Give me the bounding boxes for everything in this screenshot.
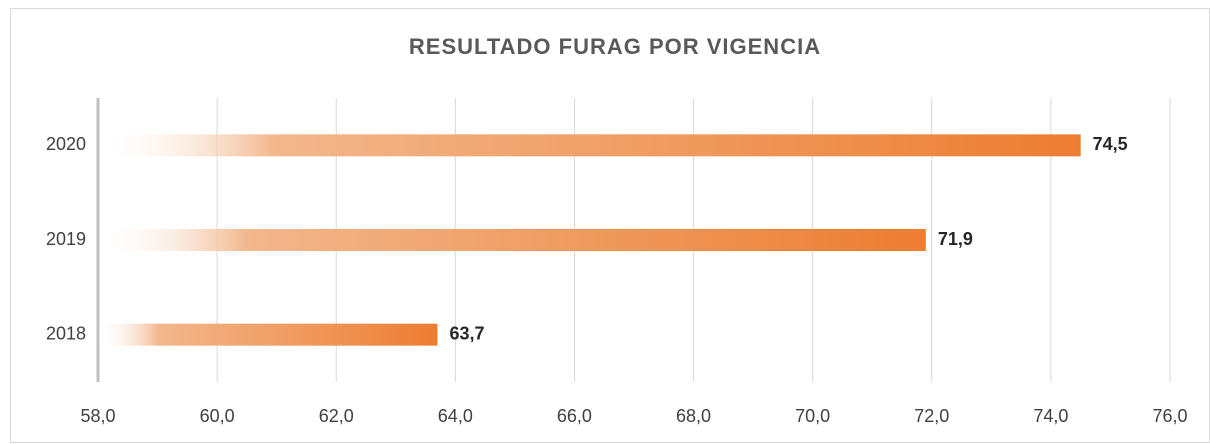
bar [98,134,1081,157]
x-tick-label: 74,0 [1033,406,1068,426]
x-tick-label: 62,0 [319,406,354,426]
bar [98,323,438,346]
x-tick-label: 64,0 [438,406,473,426]
value-label: 74,5 [1093,134,1128,154]
bar [98,229,926,251]
x-tick-label: 76,0 [1152,406,1187,426]
value-label: 63,7 [449,323,484,343]
chart-title: RESULTADO FURAG POR VIGENCIA [409,34,821,59]
x-tick-label: 72,0 [914,406,949,426]
x-tick-label: 70,0 [795,406,830,426]
value-label: 71,9 [938,229,973,249]
y-tick-label: 2018 [46,323,86,343]
x-tick-label: 68,0 [676,406,711,426]
chart-border [10,8,1210,443]
x-tick-label: 60,0 [200,406,235,426]
x-tick-label: 58,0 [80,406,115,426]
x-tick-label: 66,0 [557,406,592,426]
y-tick-label: 2020 [46,134,86,154]
y-tick-label: 2019 [46,229,86,249]
